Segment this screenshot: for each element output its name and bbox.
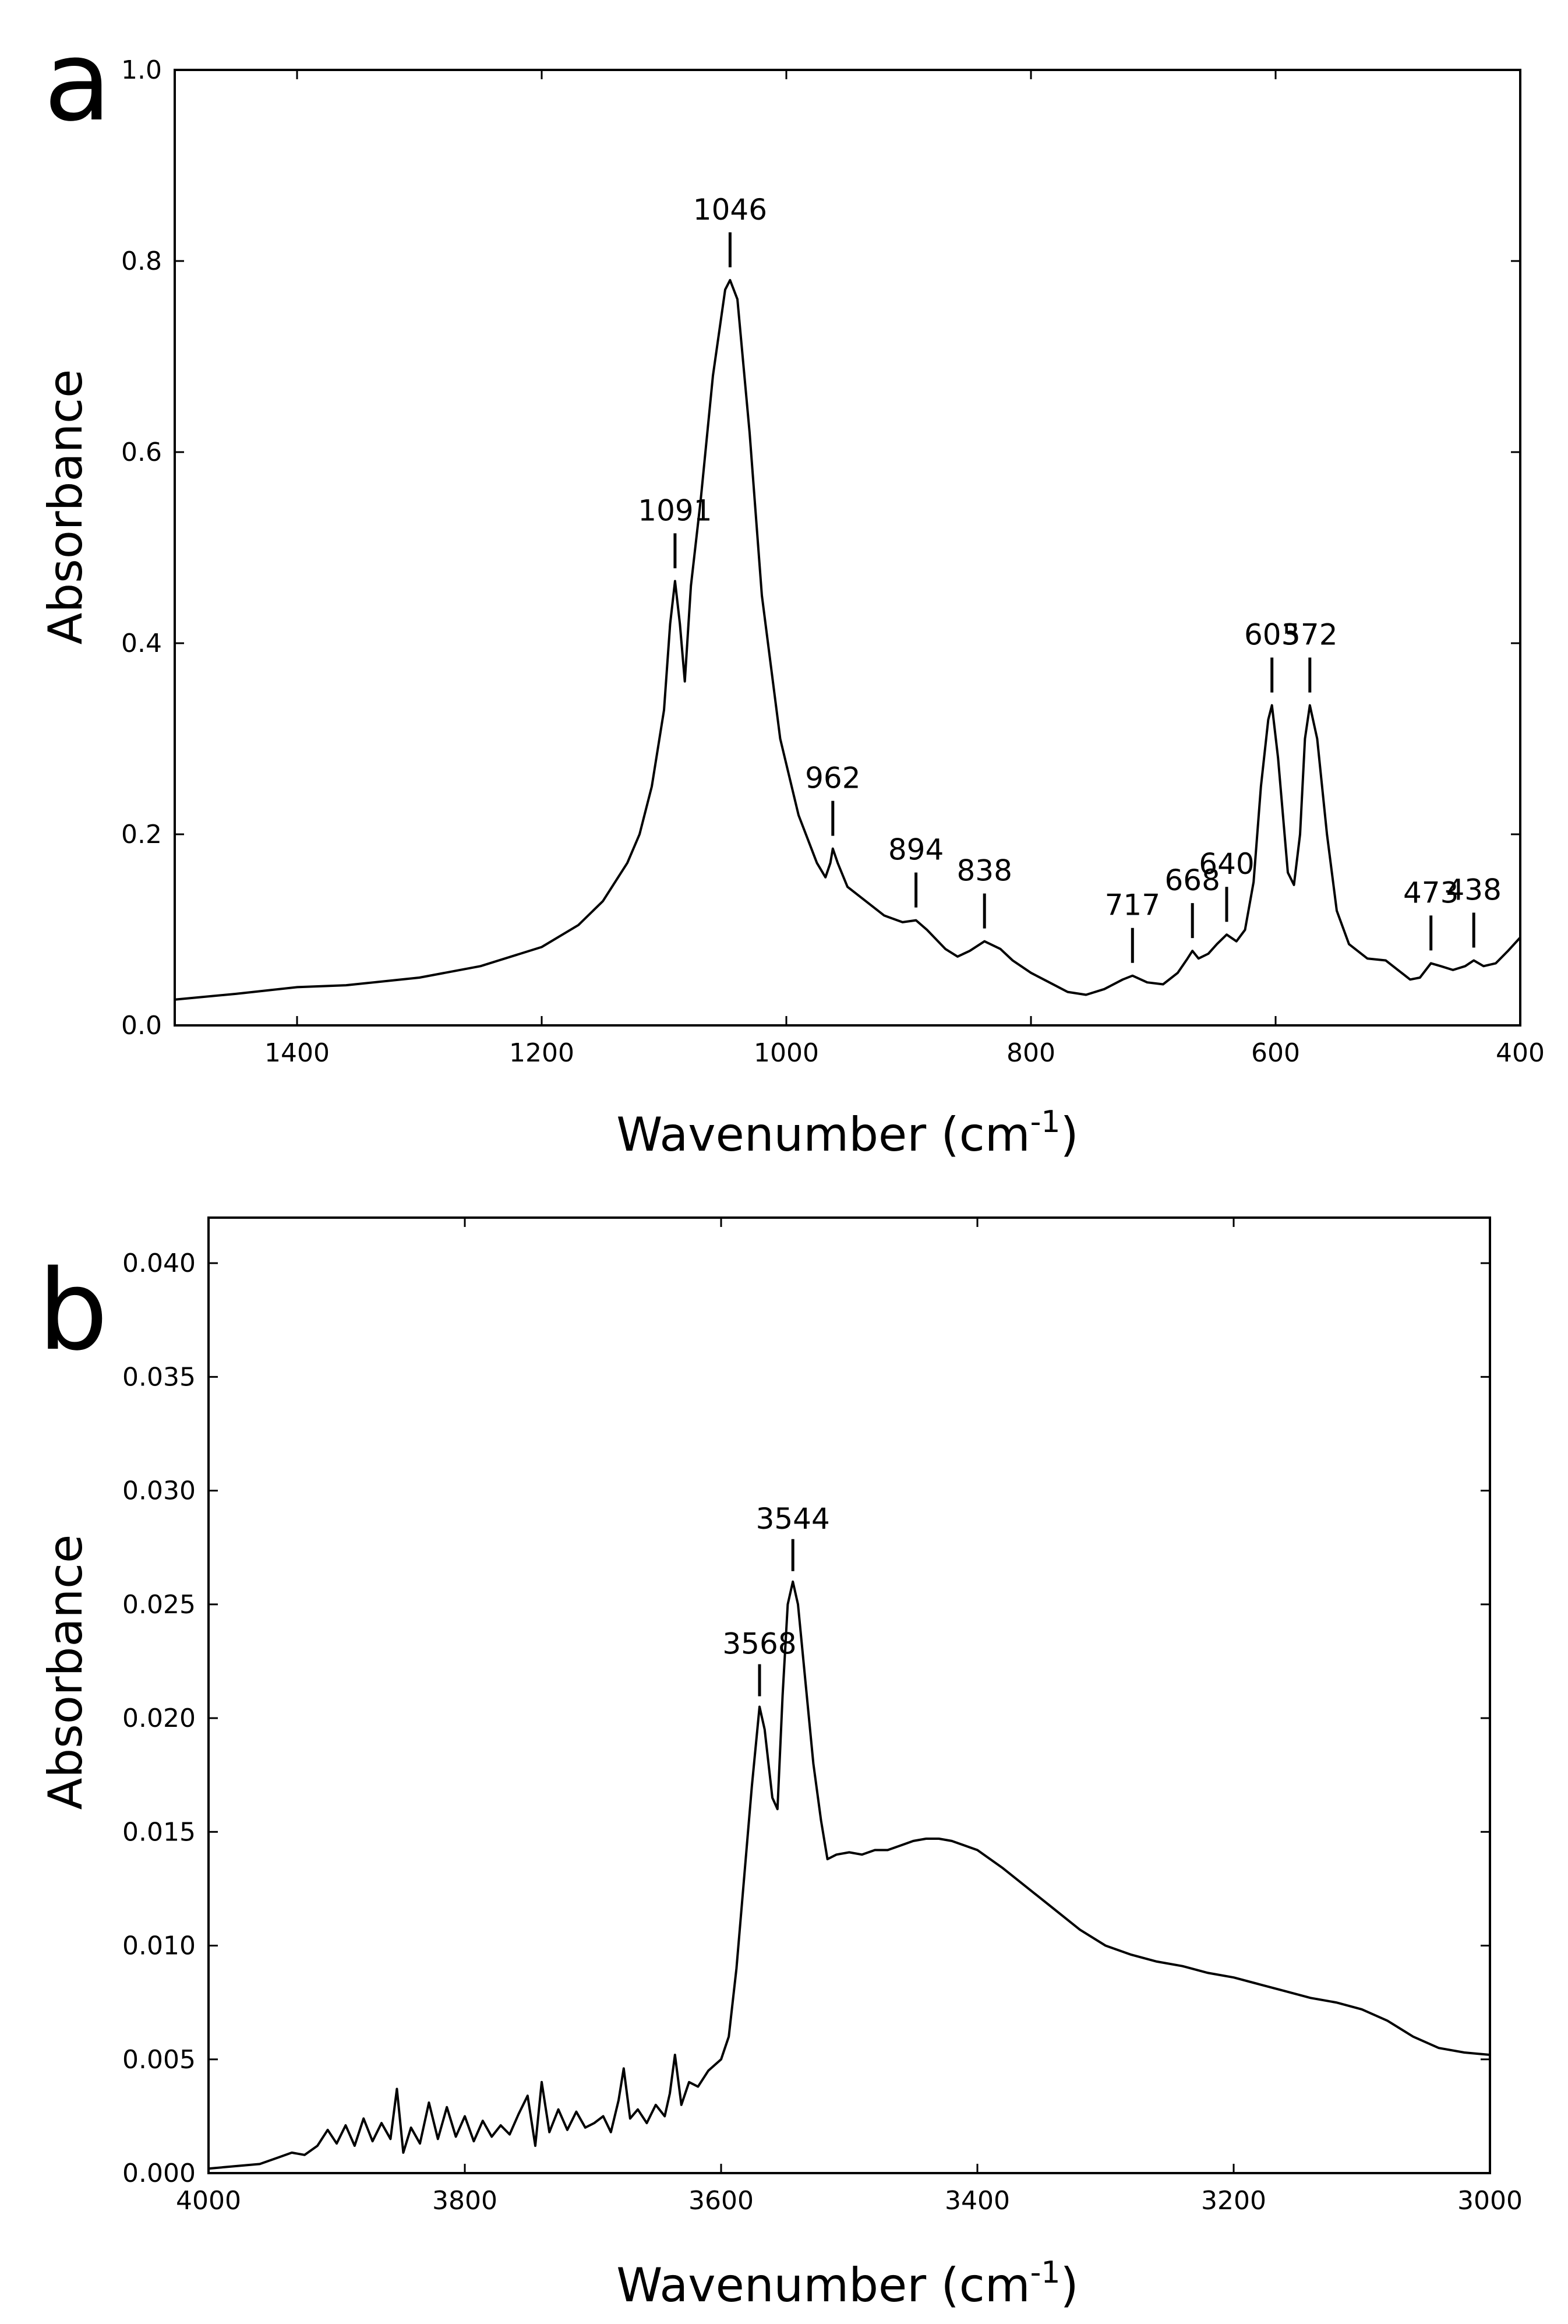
panel-b-peak-label: 3544 [756,1502,830,1536]
panel-b-spectrum-line [208,1580,1491,2170]
panel-a-x-axis-title: Wavenumber (cm-1) [616,1105,1078,1162]
panel-a-x-axis-title-main: Wavenumber (cm [616,1108,1030,1162]
panel-a-peak-label: 1046 [693,193,767,227]
panel-b-y-tick-label: 0.040 [122,1249,196,1278]
panel-a-peak-label: 838 [956,854,1012,888]
panel-b-y-tick-label: 0.020 [122,1704,196,1733]
panel-a-y-tick-label: 0.6 [121,438,162,467]
panel-b-plot-frame [207,1216,1491,2174]
panel-b-y-axis-title: Absorbance [38,1535,93,1810]
panel-a-y-tick-label: 0.8 [121,246,162,276]
panel-b-x-axis-title-superscript: -1 [1030,2255,1061,2290]
panel-letter-b: b [38,1246,108,1375]
panel-b-y-tick-label: 0.015 [122,1817,196,1847]
panel-b: b 4000 3800 3600 3400 3200 3000 0.000 0.005 0.01… [38,1216,1523,2312]
panel-a-peak-label: 894 [888,833,944,867]
panel-a-peak-label: 668 [1164,863,1220,897]
panel-b-y-tick-label: 0.035 [122,1362,196,1392]
panel-a-spectrum-line [174,278,1521,1001]
panel-a-x-tick-label: 1200 [509,1038,574,1068]
panel-a-peak-label: 640 [1199,847,1254,881]
panel-a: a 1400 1200 1000 800 600 400 0.0 0.2 0.4 0.6 0.8 1.… [38,17,1545,1162]
panel-b-ticks: 4000 3800 3600 3400 3200 3000 0.000 0.005 0.010 0… [122,1218,1523,2216]
panel-a-peak-label: 962 [805,761,860,795]
panel-b-x-tick-label: 3200 [1201,2186,1266,2216]
panel-b-y-tick-label: 0.010 [122,1931,196,1961]
panel-a-x-tick-label: 1400 [264,1038,330,1068]
panel-letter-a: a [44,17,111,146]
panel-b-y-tick-label: 0.005 [122,2045,196,2075]
panel-b-x-tick-label: 3600 [688,2186,754,2216]
panel-b-y-tick-label: 0.030 [122,1476,196,1506]
panel-a-y-axis-title: Absorbance [38,369,93,645]
panel-b-x-tick-label: 3400 [945,2186,1010,2216]
panel-b-x-axis-title-main: Wavenumber (cm [616,2258,1030,2312]
panel-a-x-axis-title-superscript: -1 [1030,1105,1061,1140]
panel-a-peak-label: 473 [1403,876,1458,909]
panel-a-peak-label: 717 [1105,888,1160,922]
panel-b-y-tick-label: 0.000 [122,2159,196,2188]
panel-b-y-tick-label: 0.025 [122,1590,196,1620]
panel-a-y-tick-label: 0.2 [121,820,162,849]
panel-a-ticks: 1400 1200 1000 800 600 400 0.0 0.2 0.4 0.6 0.8 1.0 [121,55,1545,1068]
panel-a-peak-label: 572 [1282,618,1337,652]
panel-a-x-tick-label: 1000 [754,1038,819,1068]
panel-a-y-tick-label: 0.4 [121,629,162,658]
panel-a-x-tick-label: 400 [1496,1038,1545,1068]
panel-b-x-tick-label: 4000 [176,2186,241,2216]
panel-a-x-axis-title-close: ) [1061,1108,1079,1162]
panel-a-peak-label: 603 [1244,618,1299,652]
panel-b-x-tick-label: 3000 [1457,2186,1523,2216]
panel-a-y-tick-label: 1.0 [121,55,162,85]
panel-a-plot-frame [174,69,1521,1027]
panel-a-y-tick-label: 0.0 [121,1011,162,1041]
panel-a-x-tick-label: 800 [1007,1038,1055,1068]
panel-b-x-axis-title: Wavenumber (cm-1) [616,2255,1078,2312]
panel-b-x-tick-label: 3800 [432,2186,497,2216]
panel-b-x-axis-title-close: ) [1061,2258,1079,2312]
panel-a-x-tick-label: 600 [1251,1038,1300,1068]
panel-a-peak-label: 438 [1446,873,1501,907]
